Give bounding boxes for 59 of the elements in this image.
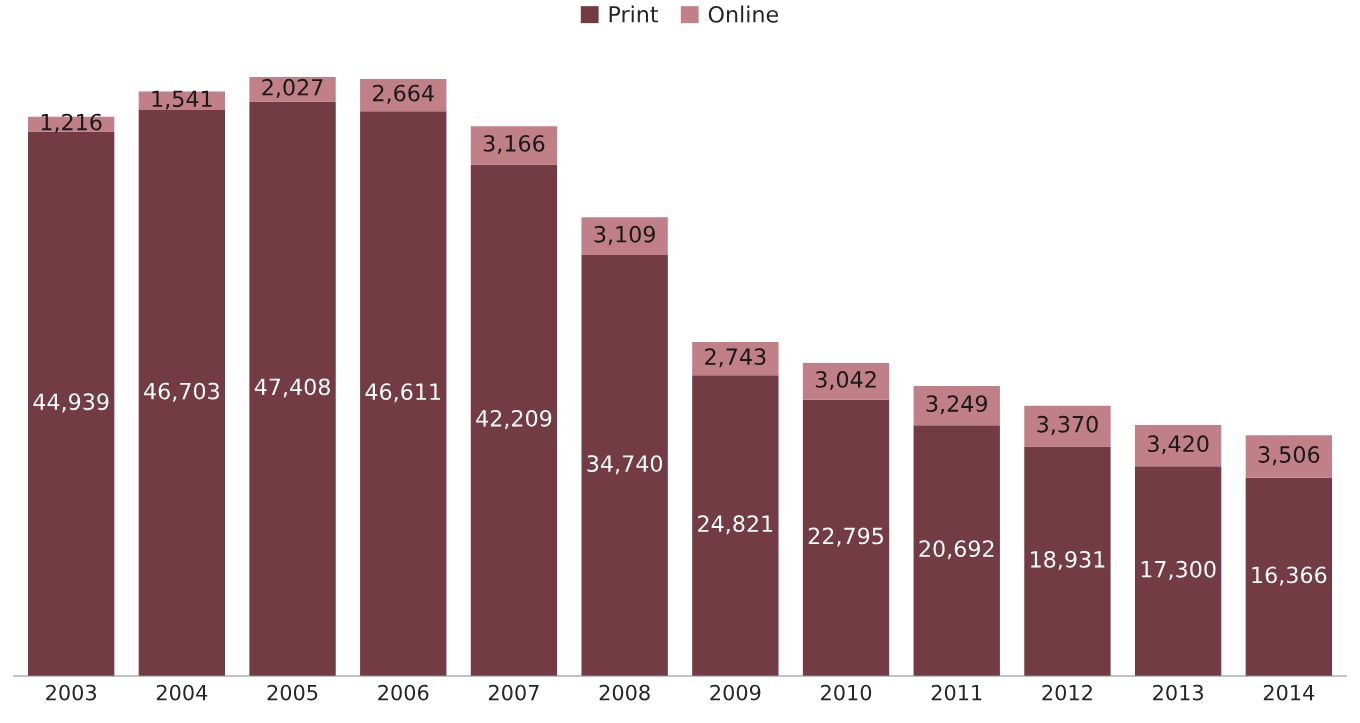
bar <box>249 101 336 676</box>
data-label: 44,939 <box>33 393 109 413</box>
bar <box>913 425 1000 676</box>
bar <box>692 341 779 376</box>
bar <box>1134 466 1222 676</box>
data-label: 20,692 <box>919 540 994 560</box>
data-label: 46,703 <box>144 382 219 402</box>
bar <box>581 217 668 256</box>
bar <box>360 111 447 676</box>
data-label: 22,795 <box>808 527 883 547</box>
bar <box>27 131 115 676</box>
data-label: 3,109 <box>594 225 655 245</box>
bar <box>802 399 890 676</box>
data-label: 34,740 <box>587 455 663 475</box>
data-label: 47,408 <box>254 378 330 398</box>
data-label: 1,541 <box>152 90 212 110</box>
data-label: 42,209 <box>476 409 552 429</box>
legend-label: Print <box>609 5 659 23</box>
x-tick-label: 2009 <box>710 684 761 701</box>
bar <box>470 164 558 676</box>
bar <box>1134 424 1222 467</box>
x-tick-label: 2012 <box>1042 684 1092 701</box>
x-tick-label: 2008 <box>599 684 650 701</box>
x-tick-label: 2006 <box>378 684 429 701</box>
data-label: 2,027 <box>262 78 323 98</box>
legend-label: Online <box>708 5 778 23</box>
x-tick-label: 2013 <box>1153 684 1203 701</box>
bar <box>138 110 226 676</box>
data-label: 3,042 <box>815 370 876 391</box>
x-tick-label: 2011 <box>931 684 982 701</box>
x-tick-label: 2010 <box>821 684 872 701</box>
data-label: 16,366 <box>1252 566 1327 586</box>
data-label: 46,611 <box>365 383 441 403</box>
data-label: 17,300 <box>1141 560 1216 580</box>
data-label: 3,506 <box>1258 446 1320 466</box>
data-label: 18,931 <box>1031 550 1105 571</box>
data-label: 2,743 <box>705 348 766 368</box>
data-label: 3,166 <box>483 134 545 155</box>
data-label: 3,420 <box>1148 435 1209 455</box>
bar <box>581 255 668 676</box>
bar <box>470 126 558 165</box>
bar <box>249 76 336 102</box>
x-tick-label: 2007 <box>488 684 539 701</box>
data-label: 24,821 <box>698 515 773 535</box>
bar <box>913 385 1000 426</box>
bar <box>1024 405 1111 447</box>
data-label: 1,216 <box>41 113 102 133</box>
data-label: 3,370 <box>1037 415 1098 435</box>
bar <box>1024 446 1111 676</box>
x-tick-label: 2003 <box>46 684 96 701</box>
x-tick-label: 2014 <box>1263 684 1315 701</box>
bar <box>802 362 890 400</box>
data-label: 3,249 <box>926 395 987 415</box>
x-tick-label: 2005 <box>267 684 318 701</box>
bar <box>1245 477 1333 676</box>
bar <box>692 375 779 676</box>
x-tick-label: 2004 <box>156 684 208 701</box>
data-label: 2,664 <box>373 84 434 104</box>
bar <box>1245 435 1333 478</box>
